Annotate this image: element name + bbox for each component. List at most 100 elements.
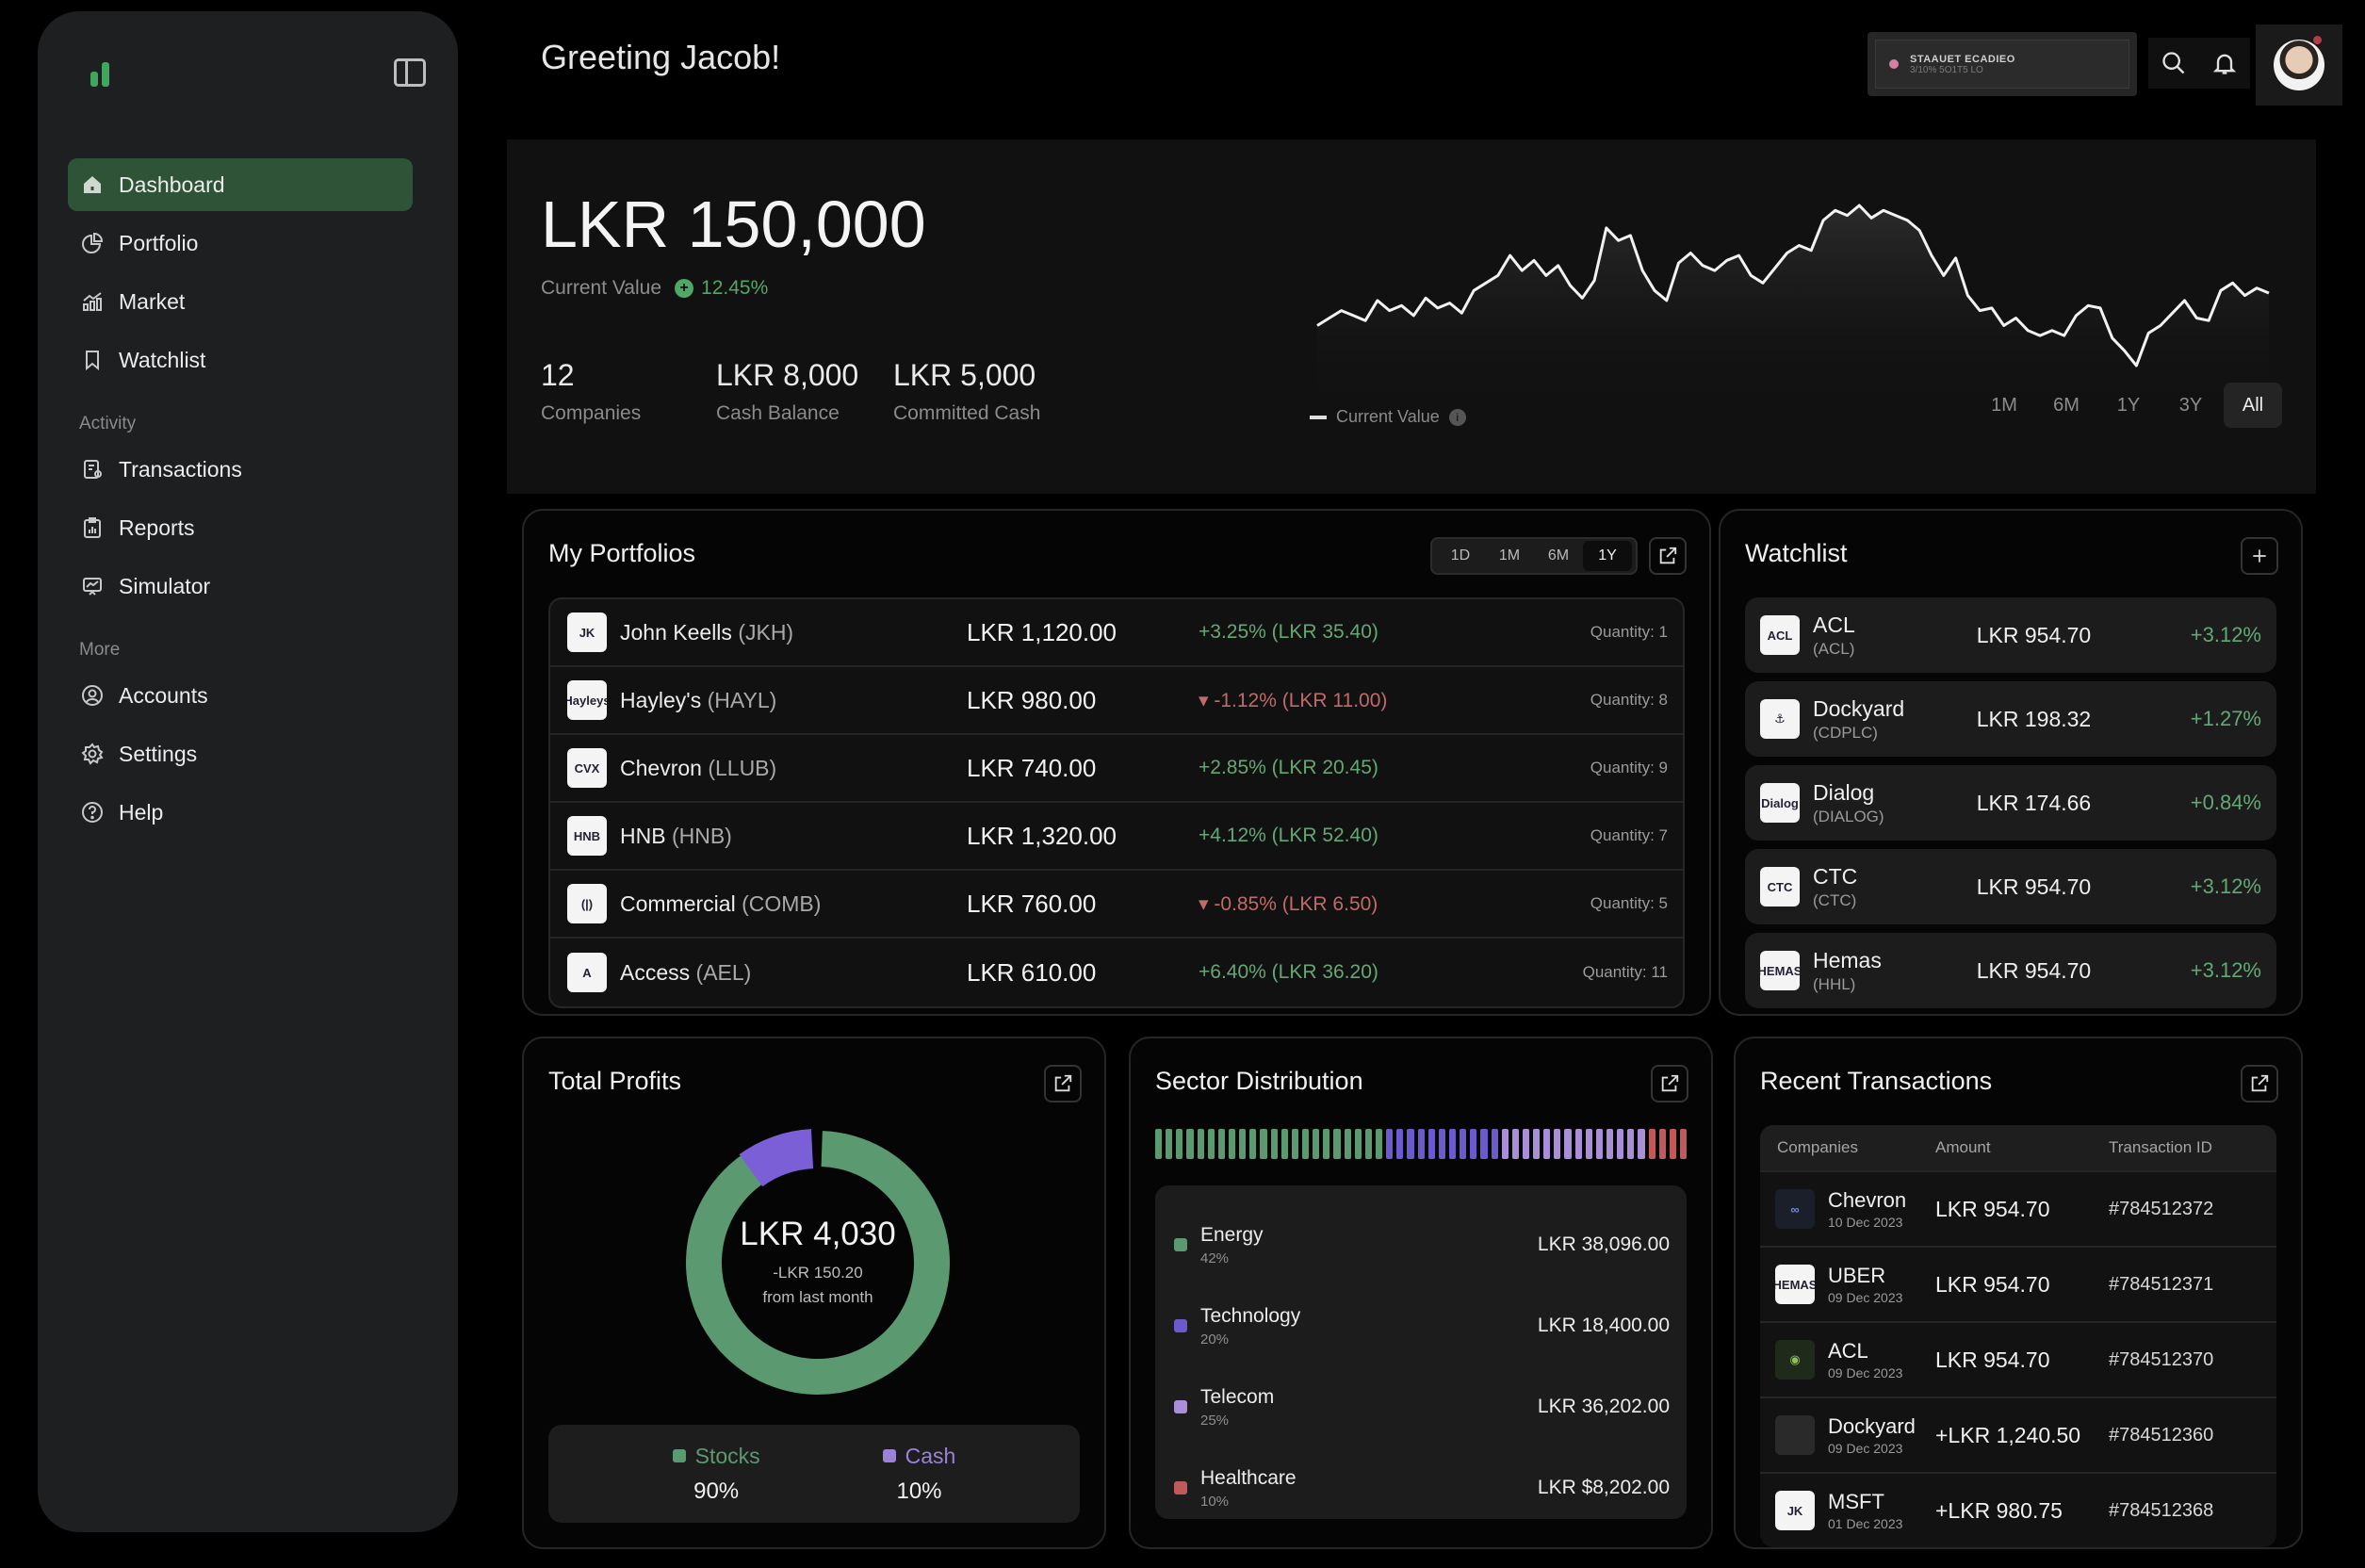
- sector-row[interactable]: Telecom 25% LKR 36,202.00: [1155, 1366, 1687, 1447]
- sector-bar-segment: [1280, 1129, 1288, 1159]
- table-row[interactable]: ∞ Chevron 10 Dec 2023 LKR 954.70 #784512372: [1760, 1170, 2276, 1246]
- info-icon[interactable]: i: [1448, 408, 1466, 426]
- table-row[interactable]: CVX Chevron (LLUB) LKR 740.00 +2.85% (LKR 2…: [550, 735, 1683, 803]
- stat-value: 12: [541, 358, 575, 392]
- company-cell: JK MSFT 01 Dec 2023: [1760, 1490, 1935, 1531]
- sector-distribution-bar: [1155, 1129, 1688, 1159]
- sidebar-item-settings[interactable]: Settings: [68, 727, 413, 780]
- sidebar-item-label: Settings: [119, 741, 198, 766]
- bookmark-icon: [79, 347, 106, 373]
- legend-label: Current Value: [1336, 407, 1440, 426]
- sidebar-item-label: Simulator: [119, 573, 211, 598]
- table-row[interactable]: JK John Keells (JKH) LKR 1,120.00 +3.25% (L…: [550, 599, 1683, 667]
- watchlist-item[interactable]: HEMAS Hemas (HHL) LKR 954.70 +3.12%: [1745, 933, 2276, 1008]
- sector-bar-segment: [1501, 1129, 1509, 1159]
- profits-donut-chart[interactable]: LKR 4,030 -LKR 150.20 from last month: [684, 1128, 952, 1396]
- watchlist-item[interactable]: Dialog Dialog (DIALOG) LKR 174.66 +0.84%: [1745, 765, 2276, 841]
- sidebar-item-reports[interactable]: Reports: [68, 501, 413, 554]
- watchlist-item[interactable]: ACL ACL (ACL) LKR 954.70 +3.12%: [1745, 597, 2276, 673]
- split-label: Stocks: [694, 1443, 760, 1468]
- range-tab-1d[interactable]: 1D: [1450, 547, 1471, 564]
- range-tab-1y[interactable]: 1Y: [2116, 394, 2141, 416]
- range-tab-1y[interactable]: 1Y: [1583, 541, 1632, 571]
- sidebar-item-simulator[interactable]: Simulator: [68, 560, 413, 612]
- value-line-chart[interactable]: [1308, 177, 2278, 413]
- external-link-icon: [2251, 1074, 2269, 1092]
- sector-bar-segment: [1249, 1129, 1257, 1159]
- sector-bar-segment: [1669, 1129, 1677, 1159]
- sector-bar-segment: [1585, 1129, 1592, 1159]
- table-row[interactable]: Hayleys Hayley's (HAYL) LKR 980.00 ▾ -1.12%…: [550, 667, 1683, 735]
- sector-bar-segment: [1574, 1129, 1582, 1159]
- plus-icon: [2253, 549, 2266, 563]
- price-change: +0.84%: [2190, 791, 2261, 814]
- sector-bar-segment: [1207, 1129, 1215, 1159]
- sector-amount: LKR $8,202.00: [1537, 1477, 1670, 1498]
- user-avatar-button[interactable]: [2256, 24, 2342, 106]
- notifications-button[interactable]: [2199, 38, 2250, 89]
- sector-bar-segment: [1333, 1129, 1341, 1159]
- chart-legend: Current Value i: [1310, 407, 1466, 427]
- table-row[interactable]: HNB HNB (HNB) LKR 1,320.00 +4.12% (LKR 52.4…: [550, 803, 1683, 871]
- sidebar-item-portfolio[interactable]: Portfolio: [68, 217, 413, 270]
- sector-row[interactable]: Energy 42% LKR 38,096.00: [1155, 1204, 1687, 1285]
- monitor-chart-icon: [79, 573, 106, 599]
- open-portfolios-button[interactable]: [1649, 537, 1687, 575]
- range-tab-6m[interactable]: 6M: [1547, 547, 1570, 564]
- current-value-label: Current Value: [541, 277, 662, 299]
- sidebar-item-label: Dashboard: [119, 172, 225, 197]
- sector-bar-segment: [1155, 1129, 1163, 1159]
- table-row[interactable]: JK MSFT 01 Dec 2023 +LKR 980.75 #784512368: [1760, 1472, 2276, 1547]
- sidebar-item-watchlist[interactable]: Watchlist: [68, 334, 413, 386]
- transaction-amount: +LKR 980.75: [1935, 1497, 2063, 1523]
- table-row[interactable]: A Access (AEL) LKR 610.00 +6.40% (LKR 36.20…: [550, 939, 1683, 1006]
- open-sectors-button[interactable]: [1651, 1065, 1688, 1102]
- sidebar-item-help[interactable]: Help: [68, 786, 413, 839]
- company-logo-icon: ∞: [1775, 1189, 1815, 1229]
- split-label: Cash: [905, 1443, 956, 1468]
- range-tab-all[interactable]: All: [2224, 383, 2282, 428]
- sidebar-item-transactions[interactable]: Transactions: [68, 443, 413, 496]
- range-tab-1m[interactable]: 1M: [1498, 547, 1521, 564]
- user-circle-icon: [79, 682, 106, 709]
- range-tab-6m[interactable]: 6M: [2053, 394, 2080, 416]
- table-row[interactable]: ◉ ACL 09 Dec 2023 LKR 954.70 #784512370: [1760, 1321, 2276, 1396]
- market-status-pill[interactable]: STAAUET ECADIEO 3/10% 5O1T5 LO: [1868, 32, 2137, 96]
- search-button[interactable]: [2148, 38, 2199, 89]
- sidebar-item-dashboard[interactable]: Dashboard: [68, 158, 413, 211]
- add-watchlist-button[interactable]: [2241, 537, 2278, 575]
- current-value: LKR 150,000: [541, 188, 926, 261]
- total-profits-card: Total Profits LKR 4,030 -LKR 150.20 from…: [522, 1037, 1106, 1549]
- stock-price: LKR 980.00: [967, 685, 1097, 714]
- transaction-id: #784512370: [2109, 1348, 2214, 1370]
- sector-row[interactable]: Technology 20% LKR 18,400.00: [1155, 1285, 1687, 1366]
- sidebar-item-accounts[interactable]: Accounts: [68, 669, 413, 722]
- value-change-percent: 12.45%: [701, 277, 769, 299]
- company-cell: HEMAS UBER 09 Dec 2023: [1775, 1264, 1903, 1305]
- legend-line-icon: [1310, 415, 1327, 419]
- split-cash: Cash 10%: [882, 1443, 956, 1505]
- sector-bar-segment: [1364, 1129, 1372, 1159]
- company-logo-icon: ⚓: [1760, 699, 1800, 739]
- watchlist-item[interactable]: ⚓ Dockyard (CDPLC) LKR 198.32 +1.27%: [1745, 681, 2276, 757]
- table-row[interactable]: HEMAS UBER 09 Dec 2023 LKR 954.70 #784512371: [1760, 1246, 2276, 1321]
- sector-row[interactable]: Healthcare 10% LKR $8,202.00: [1155, 1447, 1687, 1528]
- range-tab-1m[interactable]: 1M: [1991, 394, 2017, 416]
- sidebar-toggle-icon[interactable]: [394, 58, 426, 87]
- company-logo-icon: Dialog: [1760, 783, 1800, 823]
- company-name: Hayley's (HAYL): [620, 687, 777, 712]
- table-row[interactable]: Dockyard 09 Dec 2023 +LKR 1,240.50 #7845123…: [1760, 1396, 2276, 1472]
- company-logo-icon: (|): [567, 884, 607, 923]
- price-change: +3.25% (LKR 35.40): [1199, 621, 1378, 643]
- open-transactions-button[interactable]: [2241, 1065, 2278, 1102]
- card-title: Recent Transactions: [1760, 1067, 1993, 1095]
- sector-swatch-icon: [1174, 1319, 1187, 1332]
- range-tab-3y[interactable]: 3Y: [2178, 394, 2203, 416]
- sector-bar-segment: [1186, 1129, 1194, 1159]
- table-row[interactable]: (|) Commercial (COMB) LKR 760.00 ▾ -0.85% (…: [550, 871, 1683, 939]
- watchlist-item[interactable]: CTC CTC (CTC) LKR 954.70 +3.12%: [1745, 849, 2276, 924]
- open-profits-button[interactable]: [1044, 1065, 1082, 1102]
- sidebar-item-market[interactable]: Market: [68, 275, 413, 328]
- sector-bar-segment: [1480, 1129, 1488, 1159]
- company-name: John Keells (JKH): [620, 619, 794, 645]
